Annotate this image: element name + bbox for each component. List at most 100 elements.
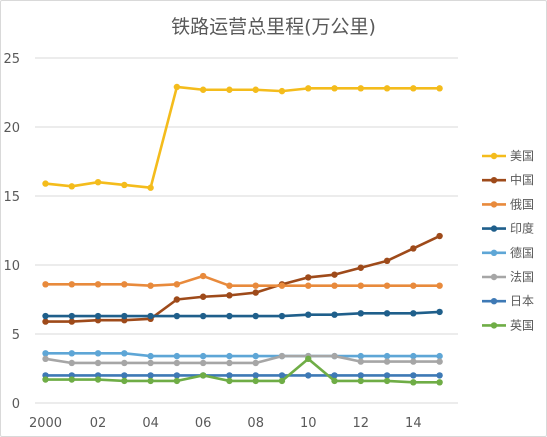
legend-item: 德国 (482, 245, 534, 260)
data-point (121, 350, 128, 357)
data-point (331, 85, 338, 92)
legend-marker (490, 298, 498, 305)
data-point (226, 359, 233, 367)
series-line (45, 310, 440, 318)
data-point (383, 377, 391, 385)
data-point (357, 377, 364, 385)
data-point (147, 377, 154, 385)
data-point (199, 359, 207, 367)
data-point (173, 359, 181, 367)
x-tick-label: 02 (90, 416, 107, 431)
data-point (199, 312, 207, 320)
data-point (252, 86, 259, 93)
data-point (173, 352, 181, 360)
x-tick-label: 08 (247, 416, 264, 431)
series-line (45, 352, 440, 358)
data-point (42, 376, 49, 383)
data-point (305, 372, 312, 379)
data-point (305, 85, 312, 92)
legend-label: 中国 (510, 172, 534, 187)
data-point (173, 312, 181, 320)
y-tick-label: 25 (3, 52, 20, 67)
series-1 (42, 232, 443, 325)
data-point (226, 352, 233, 360)
legend-label: 美国 (510, 149, 534, 163)
data-point (383, 352, 391, 360)
data-point (94, 350, 102, 357)
data-point (357, 264, 364, 271)
data-point (94, 376, 102, 383)
data-point (173, 281, 181, 288)
data-point (199, 352, 207, 360)
data-point (436, 232, 443, 240)
data-point (252, 282, 259, 289)
data-point (436, 308, 443, 316)
data-point (68, 183, 75, 190)
x-tick-label: 2000 (29, 416, 62, 431)
x-axis-ticks: 2000 02 04 06 08 10 12 14 (29, 416, 422, 431)
legend-marker (490, 201, 498, 208)
y-tick-label: 0 (12, 397, 20, 412)
data-point (226, 292, 233, 299)
series-line (45, 234, 441, 323)
y-tick-label: 20 (3, 121, 20, 136)
data-point (226, 282, 233, 289)
series-0 (42, 83, 443, 191)
data-point (357, 372, 364, 379)
data-point (147, 372, 154, 379)
series-2 (42, 272, 443, 289)
data-point (278, 282, 286, 289)
data-point (42, 281, 49, 288)
legend-marker (490, 177, 498, 184)
legend-item: 印度 (482, 221, 534, 236)
series-line (45, 357, 440, 384)
y-tick-label: 15 (3, 190, 20, 205)
series-line (45, 354, 440, 365)
data-point (436, 85, 443, 92)
data-point (173, 377, 181, 385)
data-point (68, 312, 75, 320)
series-3 (42, 308, 443, 320)
data-point (357, 282, 364, 289)
data-point (252, 312, 259, 320)
x-tick-label: 06 (195, 416, 212, 431)
series-5 (42, 352, 443, 367)
data-point (410, 358, 417, 365)
legend-label: 英国 (510, 318, 534, 332)
data-point (173, 83, 181, 91)
data-point (305, 282, 312, 289)
legend-label: 印度 (510, 221, 534, 236)
data-point (252, 377, 259, 385)
legend-item: 日本 (482, 294, 534, 308)
x-tick-label: 10 (300, 416, 317, 431)
data-point (42, 312, 49, 320)
legend-label: 日本 (510, 294, 534, 308)
data-point (147, 359, 154, 367)
data-point (383, 282, 391, 289)
data-point (383, 358, 391, 365)
data-point (383, 85, 391, 92)
series-lines (42, 83, 443, 386)
legend-marker (490, 273, 498, 281)
legend-item: 英国 (482, 318, 534, 332)
legend-marker (490, 322, 498, 329)
data-point (147, 282, 154, 289)
series-7 (42, 355, 443, 386)
data-point (121, 281, 128, 288)
legend-marker (490, 225, 498, 232)
data-point (410, 85, 417, 92)
x-tick-label: 04 (142, 416, 159, 431)
data-point (252, 372, 259, 379)
legend-item: 中国 (482, 172, 534, 187)
data-point (94, 179, 102, 186)
data-point (68, 281, 75, 288)
data-point (331, 271, 338, 278)
data-point (42, 355, 49, 363)
data-point (305, 355, 312, 363)
data-point (410, 282, 417, 289)
data-point (199, 86, 207, 93)
gridlines (35, 57, 458, 404)
data-point (121, 372, 128, 379)
data-point (94, 359, 102, 367)
